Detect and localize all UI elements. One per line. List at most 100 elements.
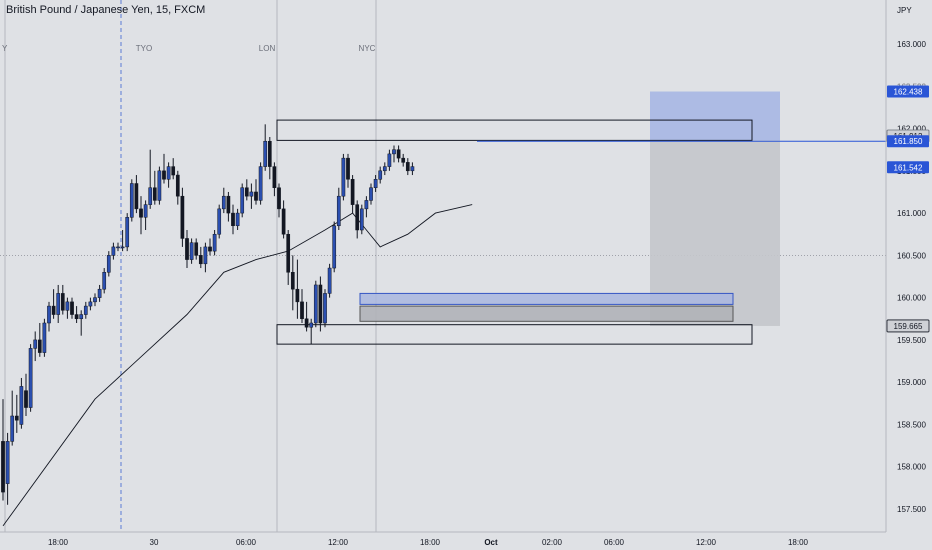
candle-body (162, 170, 166, 180)
candle-body (378, 170, 383, 180)
candle-body (134, 183, 139, 210)
candle-body (272, 166, 277, 188)
candle-body (327, 267, 332, 294)
x-tick-label: 18:00 (788, 538, 809, 547)
price-badge (887, 135, 929, 148)
candle-body (42, 322, 47, 353)
candle-body (226, 195, 231, 214)
price-badge-label: 161.542 (894, 163, 923, 172)
candle-body (88, 301, 93, 307)
candle-body (157, 170, 162, 201)
moving-average-line (2, 204, 473, 527)
candle-body (116, 246, 120, 249)
candle-body (148, 187, 153, 205)
y-tick-label: 161.000 (897, 209, 926, 218)
y-tick-label: 162.000 (897, 125, 926, 134)
candle-body (364, 200, 369, 210)
candle-body (10, 415, 15, 442)
candle-body (318, 284, 323, 324)
candle-body (28, 348, 33, 408)
x-tick-label: 02:00 (542, 538, 563, 547)
candle-body (405, 162, 410, 172)
candle-body (47, 305, 51, 324)
session-label: TYO (136, 44, 152, 53)
demand-zone-box (276, 324, 753, 345)
order-block-lower-box (359, 305, 734, 322)
candle-body (369, 187, 373, 201)
candle-body (341, 157, 346, 197)
target-zone (650, 91, 780, 141)
price-badge-label: 162.438 (894, 88, 923, 97)
price-badge (886, 319, 930, 333)
candle-body (350, 179, 355, 205)
y-tick-label: 160.000 (897, 294, 926, 303)
candle-body (180, 195, 185, 239)
candle-body (79, 314, 84, 320)
price-badge (887, 161, 929, 174)
price-badge-label: 161.850 (894, 137, 923, 146)
candle-body (33, 339, 38, 349)
candle-body (304, 318, 309, 328)
x-tick-label: 06:00 (236, 538, 257, 547)
order-block-box (359, 292, 734, 305)
candle-body (171, 166, 176, 176)
candle-body (355, 204, 360, 231)
candle-body (281, 208, 286, 235)
x-tick-label: 18:00 (48, 538, 69, 547)
candle-body (143, 204, 148, 218)
x-tick-label: Oct (484, 538, 498, 547)
candle-body (295, 288, 300, 303)
candle-body (249, 191, 254, 197)
candle-body (263, 140, 268, 167)
candle-body (139, 208, 143, 218)
session-label: LON (259, 44, 276, 53)
candle-body (74, 314, 79, 320)
candle-body (129, 183, 134, 218)
candle-body (19, 386, 24, 425)
candle-body (231, 212, 235, 227)
candle-body (392, 149, 396, 155)
x-tick-label: 06:00 (604, 538, 625, 547)
candle-body (359, 208, 364, 231)
candle-body (396, 149, 401, 159)
candle-body (70, 301, 74, 315)
x-tick-label: 12:00 (696, 538, 717, 547)
y-tick-label: 160.500 (897, 251, 926, 260)
y-tick-label: 158.500 (897, 420, 926, 429)
x-tick-label: 12:00 (328, 538, 349, 547)
candle-body (346, 157, 350, 180)
candle-body (336, 195, 341, 227)
candle-body (198, 255, 203, 265)
candle-body (221, 195, 226, 210)
candle-body (1, 441, 5, 493)
candle-body (401, 157, 406, 163)
candle-body (24, 390, 28, 408)
candle-body (97, 288, 102, 298)
candle-body (309, 322, 314, 328)
y-tick-label: 157.500 (897, 505, 926, 514)
candle-body (240, 187, 245, 214)
candle-body (60, 293, 65, 311)
candle-body (286, 233, 291, 273)
candle-body (5, 441, 10, 484)
candle-body (235, 212, 240, 227)
x-tick-label: 18:00 (420, 538, 441, 547)
y-tick-label: 158.000 (897, 463, 926, 472)
supply-zone-box (276, 119, 753, 141)
candle-body (51, 305, 56, 315)
candle-body (203, 246, 208, 265)
candle-body (410, 166, 415, 172)
candle-body (382, 166, 387, 172)
candle-body (332, 225, 337, 269)
candle-body (125, 217, 130, 248)
time-axis-bg (0, 532, 886, 550)
y-tick-label: 159.500 (897, 336, 926, 345)
candle-body (189, 242, 194, 260)
candles-group (1, 124, 415, 505)
candle-body (120, 246, 125, 249)
candle-body (93, 297, 97, 303)
candle-body (102, 272, 107, 290)
candle-body (217, 208, 222, 235)
